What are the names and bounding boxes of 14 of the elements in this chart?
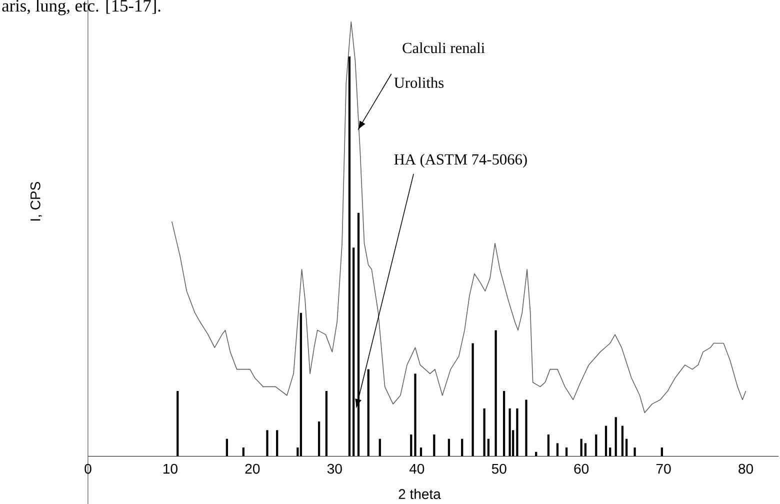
annotation: Calculi renali — [402, 42, 485, 54]
x-tick-label: 0 — [84, 464, 92, 474]
x-tick-label: 80 — [738, 464, 754, 474]
x-tick-label: 60 — [574, 464, 589, 474]
x-axis-title: 2 theta — [398, 488, 441, 500]
annotation: Uroliths — [394, 77, 444, 88]
annotation: HA (ASTM 74-5066) — [394, 154, 527, 168]
x-tick-label: 30 — [327, 464, 342, 474]
y-axis-title: I, CPS — [30, 182, 42, 221]
x-tick-label: 50 — [492, 464, 506, 474]
x-tick-label: 10 — [164, 464, 178, 474]
x-tick-label: 70 — [656, 464, 671, 474]
x-tick-label: 40 — [409, 464, 424, 474]
x-tick-label: 20 — [245, 464, 260, 474]
